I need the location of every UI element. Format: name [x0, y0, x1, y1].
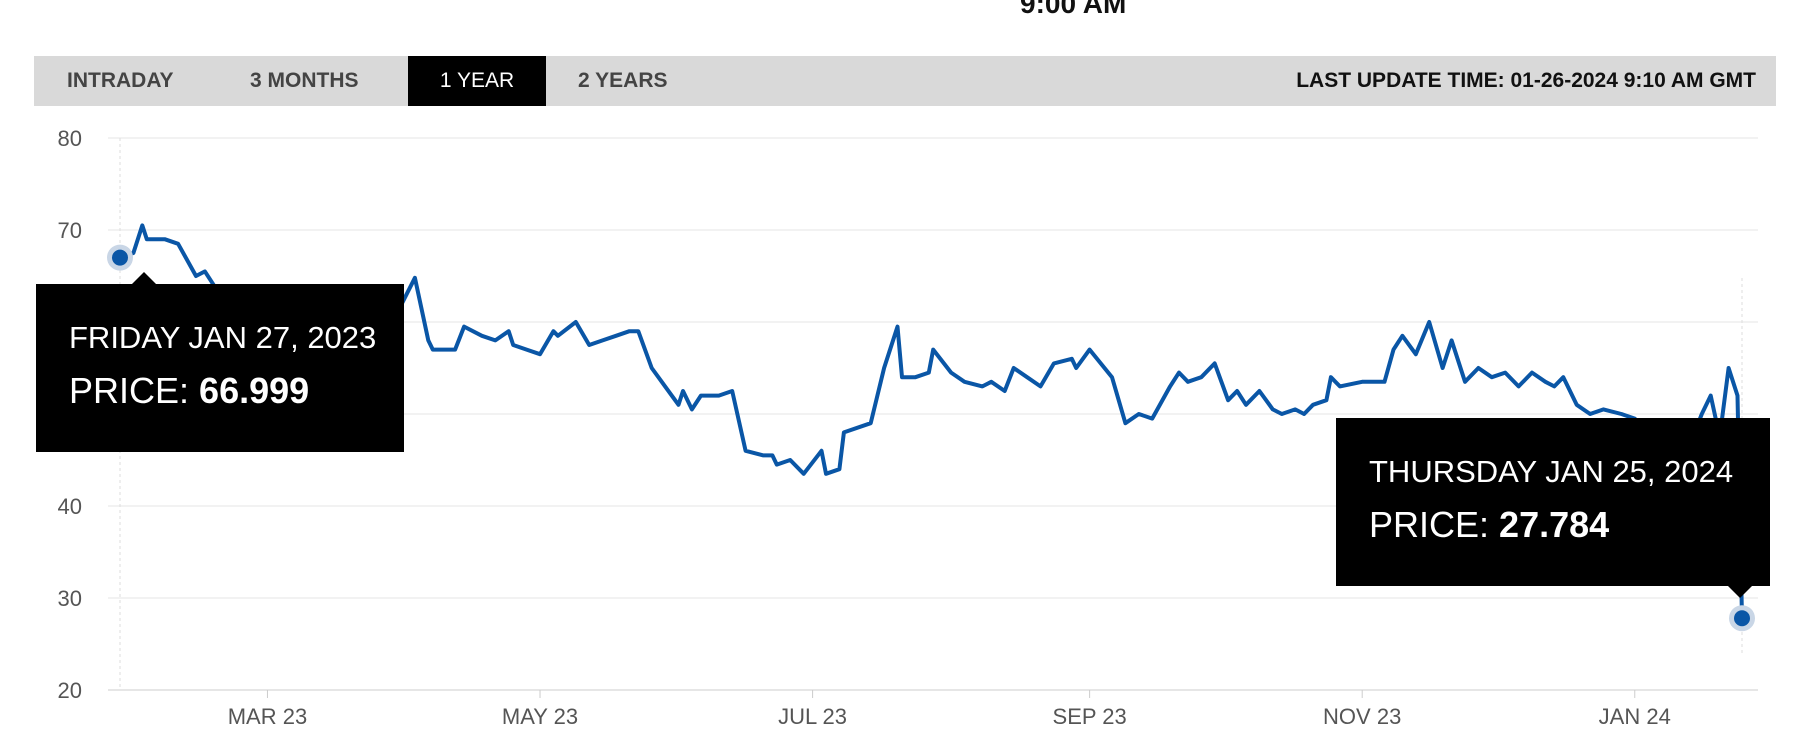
tooltip-start-arrow — [132, 272, 156, 284]
tooltip-start-date: FRIDAY JAN 27, 2023 — [69, 320, 377, 355]
tab-2-years[interactable]: 2 YEARS — [578, 69, 668, 92]
tab-1-year[interactable]: 1 YEAR — [408, 56, 546, 106]
y-tick-label: 70 — [58, 218, 82, 243]
tooltip-start-price-value: 66.999 — [199, 370, 310, 411]
tab-3-months[interactable]: 3 MONTHS — [250, 69, 359, 92]
price-line-chart: 20 30 40 70 80 MAR 23 MAY 23 JUL 23 SEP 23 NOV 23… — [58, 126, 1758, 729]
x-tick-label: JUL 23 — [778, 704, 847, 729]
tooltip-end-price: PRICE: 27.784 — [1369, 504, 1609, 546]
tooltip-start: FRIDAY JAN 27, 2023 PRICE: 66.999 — [36, 272, 404, 452]
top-time: 9:00 AM — [1020, 0, 1127, 19]
x-tick-label: NOV 23 — [1323, 704, 1401, 729]
highlight-point-end — [1734, 610, 1750, 627]
tab-intraday[interactable]: INTRADAY — [67, 69, 174, 92]
y-tick-label: 20 — [58, 678, 82, 703]
tooltip-start-price: PRICE: 66.999 — [69, 370, 309, 412]
y-tick-label: 80 — [58, 126, 82, 151]
last-update-time: LAST UPDATE TIME: 01-26-2024 9:10 AM GMT — [1296, 69, 1756, 92]
x-tick-label: JAN 24 — [1599, 704, 1671, 729]
y-tick-label: 40 — [58, 494, 82, 519]
tooltip-start-price-label: PRICE: — [69, 370, 190, 411]
tooltip-end: THURSDAY JAN 25, 2024 PRICE: 27.784 — [1336, 418, 1770, 598]
tooltip-end-date: THURSDAY JAN 25, 2024 — [1369, 454, 1734, 489]
highlight-point-start — [112, 249, 128, 266]
tooltip-end-price-value: 27.784 — [1499, 504, 1610, 545]
tooltip-end-price-label: PRICE: — [1369, 504, 1490, 545]
x-tick-label: MAY 23 — [502, 704, 578, 729]
series-line — [118, 223, 1744, 621]
range-toolbar: INTRADAY 3 MONTHS 1 YEAR 2 YEARS LAST UP… — [34, 56, 1776, 106]
x-tick-label: SEP 23 — [1053, 704, 1127, 729]
tooltip-end-arrow — [1728, 586, 1752, 598]
x-tick-label: MAR 23 — [228, 704, 307, 729]
y-tick-label: 30 — [58, 586, 82, 611]
